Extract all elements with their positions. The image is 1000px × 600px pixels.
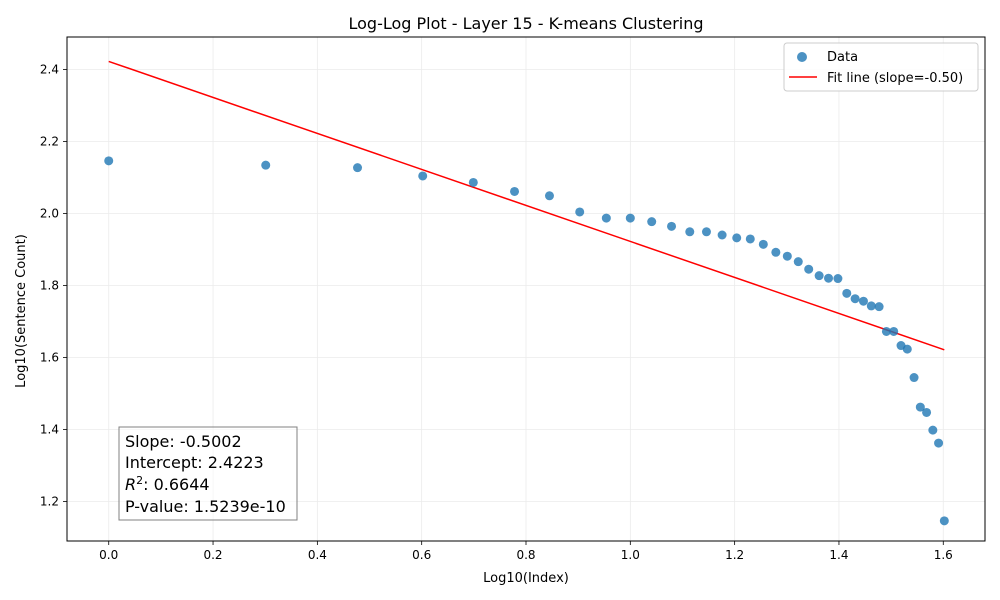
data-point bbox=[902, 344, 912, 354]
data-point bbox=[717, 230, 727, 240]
data-point bbox=[468, 177, 478, 187]
data-point bbox=[922, 407, 932, 417]
scatter-points bbox=[104, 156, 949, 526]
grid-lines bbox=[67, 37, 985, 541]
x-tick-label: 0.2 bbox=[203, 548, 222, 562]
stats-r2-value: : 0.6644 bbox=[143, 475, 209, 494]
data-point bbox=[934, 438, 944, 448]
data-point bbox=[824, 273, 834, 283]
stats-r2: R2: 0.6644 bbox=[125, 474, 210, 494]
data-point bbox=[701, 227, 711, 237]
chart-title: Log-Log Plot - Layer 15 - K-means Cluste… bbox=[348, 14, 703, 33]
data-point bbox=[104, 156, 114, 166]
data-point bbox=[842, 288, 852, 298]
stats-intercept: Intercept: 2.4223 bbox=[125, 453, 264, 472]
data-point bbox=[782, 251, 792, 261]
data-point bbox=[928, 425, 938, 435]
data-point bbox=[909, 373, 919, 383]
stats-box bbox=[118, 426, 298, 521]
data-point bbox=[544, 191, 554, 201]
x-tick-label: 0.4 bbox=[308, 548, 327, 562]
stats-annotation: Slope: -0.5002 Intercept: 2.4223 R2: 0.6… bbox=[118, 426, 298, 521]
data-point bbox=[858, 296, 868, 306]
x-tick-label: 0.0 bbox=[99, 548, 118, 562]
y-tick-label: 1.6 bbox=[40, 350, 59, 364]
y-tick-label: 1.2 bbox=[40, 494, 59, 508]
x-axis-label: Log10(Index) bbox=[483, 571, 569, 586]
data-point bbox=[685, 227, 695, 237]
data-point bbox=[793, 257, 803, 267]
x-tick-label: 0.6 bbox=[412, 548, 431, 562]
data-point bbox=[866, 301, 876, 311]
data-point bbox=[814, 271, 824, 281]
y-tick-label: 1.4 bbox=[40, 422, 59, 436]
data-point bbox=[745, 234, 755, 244]
data-point bbox=[418, 171, 428, 181]
y-tick-label: 2.4 bbox=[40, 62, 59, 76]
stats-r2-exponent: 2 bbox=[136, 474, 143, 487]
data-point bbox=[575, 207, 585, 217]
x-tick-label: 1.6 bbox=[934, 548, 953, 562]
data-point bbox=[625, 213, 635, 223]
data-point bbox=[874, 302, 884, 312]
y-axis-label: Log10(Sentence Count) bbox=[14, 234, 29, 388]
data-point bbox=[261, 160, 271, 170]
x-axis-ticks: 0.0 0.2 0.4 0.6 0.8 1.0 1.2 1.4 1.6 bbox=[99, 541, 953, 562]
stats-slope: Slope: -0.5002 bbox=[125, 432, 242, 451]
fit-line-layer bbox=[108, 60, 945, 351]
x-tick-label: 1.2 bbox=[725, 548, 744, 562]
data-point bbox=[771, 247, 781, 257]
legend-label-data: Data bbox=[827, 50, 858, 65]
legend-box bbox=[783, 42, 979, 92]
legend-label-fit: Fit line (slope=-0.50) bbox=[827, 71, 963, 86]
y-axis-ticks: 1.2 1.4 1.6 1.8 2.0 2.2 2.4 bbox=[40, 62, 67, 508]
data-point bbox=[833, 274, 843, 284]
legend: Data Fit line (slope=-0.50) bbox=[783, 42, 979, 92]
data-point bbox=[939, 516, 949, 526]
data-point bbox=[601, 213, 611, 223]
data-point bbox=[647, 217, 657, 227]
stats-r2-symbol: R bbox=[125, 475, 136, 494]
data-point bbox=[353, 163, 363, 173]
data-point bbox=[667, 221, 677, 231]
fit-line bbox=[108, 60, 945, 351]
x-tick-label: 1.4 bbox=[829, 548, 848, 562]
legend-marker-data bbox=[797, 52, 807, 62]
y-tick-label: 1.8 bbox=[40, 278, 59, 292]
data-point bbox=[881, 326, 891, 336]
data-point bbox=[850, 294, 860, 304]
data-point bbox=[732, 233, 742, 243]
data-point bbox=[758, 239, 768, 249]
data-point bbox=[804, 264, 814, 274]
y-tick-label: 2.2 bbox=[40, 134, 59, 148]
x-tick-label: 1.0 bbox=[621, 548, 640, 562]
data-point bbox=[510, 186, 520, 196]
y-tick-label: 2.0 bbox=[40, 206, 59, 220]
data-point bbox=[889, 326, 899, 336]
stats-pvalue: P-value: 1.5239e-10 bbox=[125, 497, 286, 516]
x-tick-label: 0.8 bbox=[516, 548, 535, 562]
data-point bbox=[915, 402, 925, 412]
